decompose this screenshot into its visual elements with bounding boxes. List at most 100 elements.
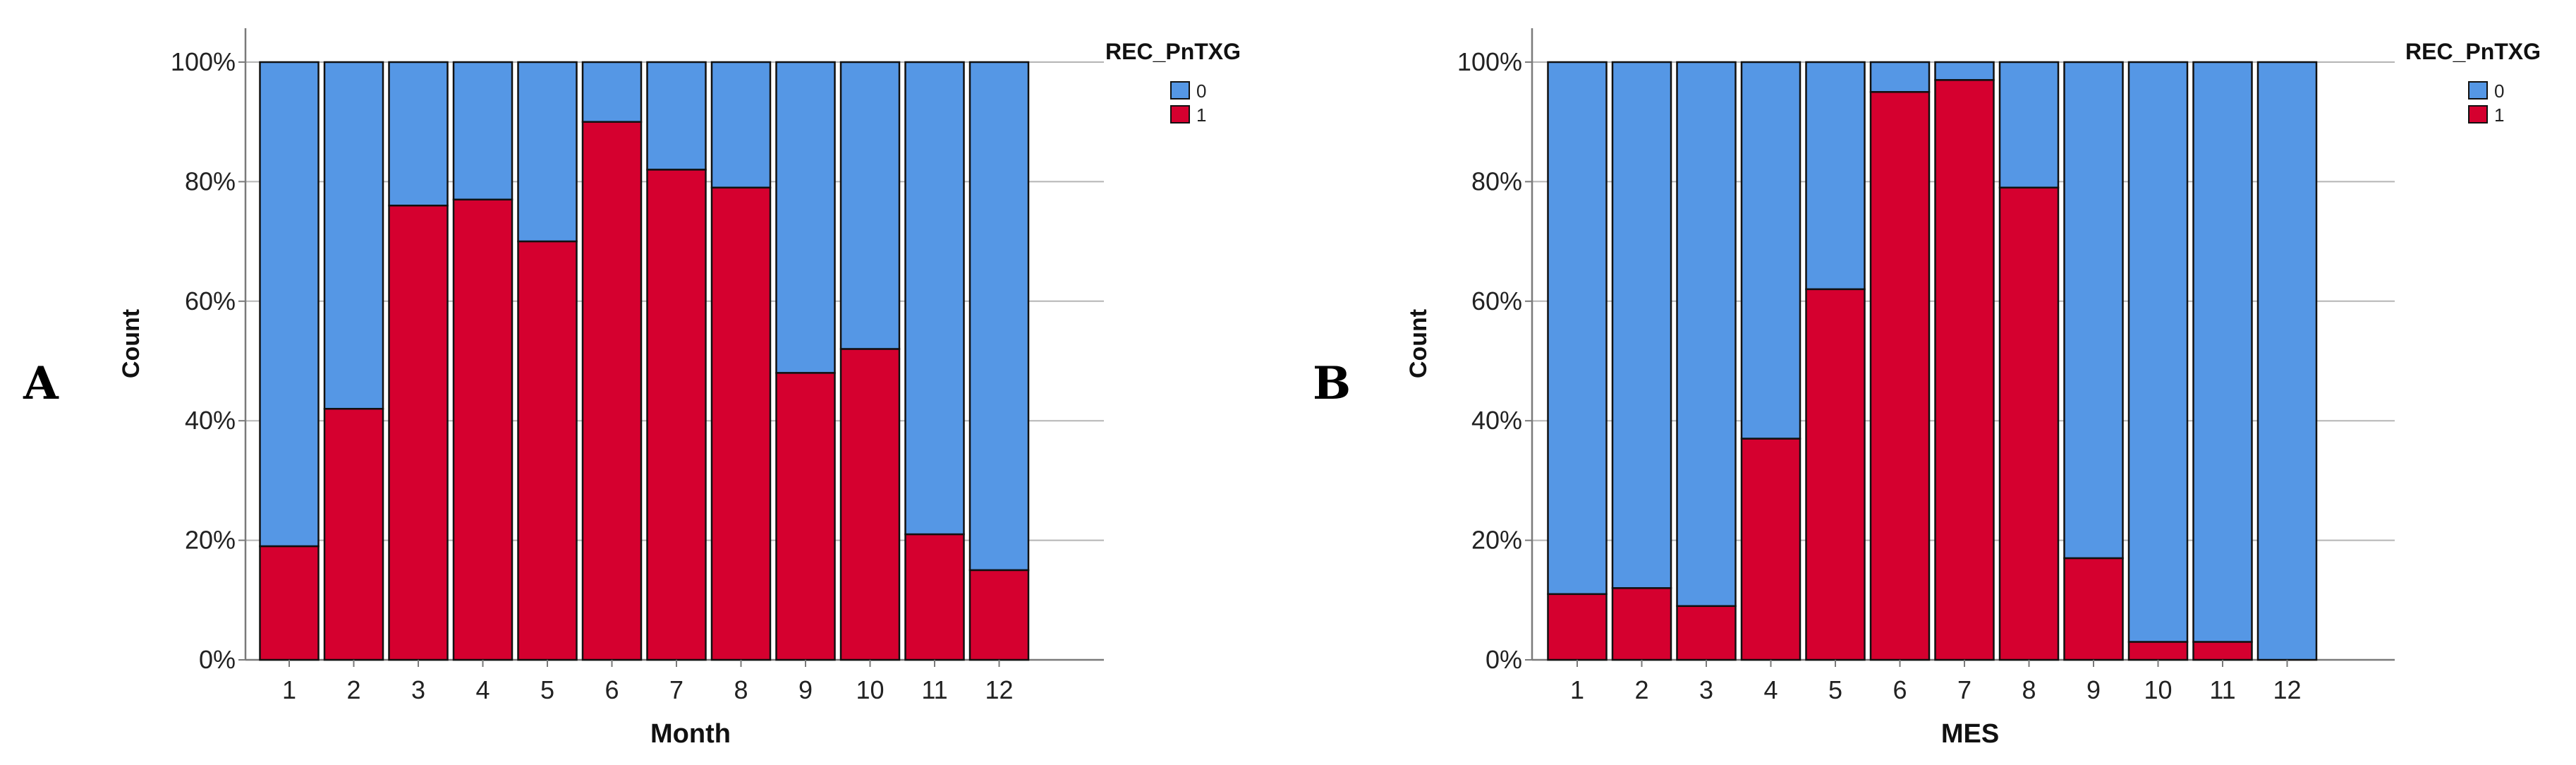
y-tick-label: 20% <box>185 526 236 555</box>
y-tick-label: 40% <box>1471 406 1522 435</box>
x-tick-label: 12 <box>985 675 1013 704</box>
x-axis-title: MES <box>1941 719 1999 749</box>
bar-segment-1 <box>1740 438 1802 661</box>
y-tick-label: 80% <box>185 167 236 195</box>
bar-segment-0 <box>1805 61 1866 291</box>
x-tick-label: 3 <box>411 675 425 704</box>
bar-segment-0 <box>259 61 320 548</box>
x-tick-label: 2 <box>346 675 360 704</box>
x-tick-label: 10 <box>856 675 884 704</box>
x-tick-label: 7 <box>1957 675 1972 704</box>
y-tick-label: 60% <box>185 287 236 315</box>
bar-segment-1 <box>259 545 320 661</box>
bar-segment-1 <box>839 348 901 661</box>
bar-segment-0 <box>2063 61 2124 560</box>
y-tick-label: 40% <box>185 406 236 435</box>
x-tick-label: 6 <box>1892 675 1907 704</box>
x-tick-label: 7 <box>669 675 684 704</box>
y-tick-label: 100% <box>1457 47 1522 76</box>
x-tick-label: 5 <box>1828 675 1842 704</box>
y-tick-label: 0% <box>1486 645 1522 674</box>
legend-swatch-1 <box>2468 105 2488 124</box>
bar-segment-0 <box>1547 61 1608 596</box>
bar-segment-1 <box>388 205 449 661</box>
legend-title: REC_PnTXG <box>1105 39 1241 64</box>
y-tick-label: 100% <box>171 47 236 76</box>
x-tick-label: 2 <box>1634 675 1648 704</box>
bar-segment-1 <box>904 533 965 661</box>
bar-segment-0 <box>323 61 384 410</box>
bar-segment-0 <box>2127 61 2189 643</box>
x-tick-label: 9 <box>2086 675 2101 704</box>
bar-segment-1 <box>581 121 643 661</box>
bar-segment-0 <box>388 61 449 207</box>
x-tick-label: 5 <box>540 675 554 704</box>
y-axis-title: Count <box>118 309 145 378</box>
legend-label-0: 0 <box>1196 80 1206 102</box>
chart-panel-b: B0%20%40%60%80%100%1 2 3 4 5 6 7 8 9 10 11 12MESCou… <box>1313 28 2541 749</box>
y-tick-label: 80% <box>1471 167 1522 195</box>
bar-segment-1 <box>646 169 707 661</box>
x-tick-label: 10 <box>2144 675 2172 704</box>
x-axis-title: Month <box>650 719 731 749</box>
x-tick-label: 4 <box>1763 675 1778 704</box>
legend-label-1: 1 <box>1196 104 1206 126</box>
bar-segment-1 <box>2063 557 2124 661</box>
y-tick-label: 20% <box>1471 526 1522 555</box>
panel-letter: B <box>1313 357 1351 410</box>
legend-swatch-1 <box>1170 105 1190 124</box>
x-tick-label: 6 <box>604 675 619 704</box>
legend-label-0: 0 <box>2494 80 2504 102</box>
y-tick-label: 0% <box>199 645 236 674</box>
panel-letter: A <box>23 357 59 410</box>
bar-segment-0 <box>1676 61 1737 608</box>
bar-segment-0 <box>2192 61 2253 643</box>
y-tick-label: 60% <box>1471 287 1522 315</box>
x-tick-label: 11 <box>2209 675 2235 704</box>
x-tick-label: 12 <box>2273 675 2301 704</box>
bar-segment-0 <box>839 61 901 350</box>
bar-segment-0 <box>2256 61 2318 661</box>
bar-segment-0 <box>646 61 707 171</box>
bar-segment-1 <box>1998 186 2060 661</box>
bar-segment-1 <box>2192 641 2253 661</box>
bar-segment-1 <box>1934 79 1995 661</box>
x-tick-label: 11 <box>921 675 947 704</box>
x-tick-label: 8 <box>734 675 748 704</box>
x-tick-label: 1 <box>1570 675 1584 704</box>
legend-title: REC_PnTXG <box>2405 39 2541 64</box>
chart-panel-a: A0%20%40%60%80%100%1 2 3 4 5 6 7 8 9 10 11 12MonthC… <box>23 28 1241 749</box>
legend-label-1: 1 <box>2494 104 2504 126</box>
bars-group <box>259 61 1030 661</box>
x-tick-label: 3 <box>1699 675 1713 704</box>
x-tick-label: 1 <box>282 675 296 704</box>
bar-segment-0 <box>710 61 772 189</box>
x-tick-label: 8 <box>2022 675 2036 704</box>
bar-segment-0 <box>968 61 1030 572</box>
bar-segment-0 <box>1998 61 2060 189</box>
bar-segment-0 <box>581 61 643 123</box>
legend: REC_PnTXG 01 <box>1105 39 1241 126</box>
legend-swatch-0 <box>2468 81 2488 100</box>
legend-swatch-0 <box>1170 81 1190 100</box>
bar-segment-1 <box>1547 593 1608 661</box>
bar-segment-0 <box>1611 61 1672 589</box>
bar-segment-0 <box>904 61 965 536</box>
bar-segment-1 <box>1676 605 1737 661</box>
bar-segment-0 <box>775 61 836 374</box>
bar-segment-1 <box>775 372 836 661</box>
bar-segment-1 <box>517 240 578 661</box>
bar-segment-0 <box>1934 61 1995 81</box>
bar-segment-1 <box>323 408 384 661</box>
legend: REC_PnTXG 01 <box>2405 39 2541 126</box>
bar-segment-0 <box>517 61 578 243</box>
bar-segment-1 <box>452 198 514 661</box>
bar-segment-1 <box>968 569 1030 661</box>
bar-segment-0 <box>1869 61 1931 93</box>
x-tick-label: 9 <box>798 675 813 704</box>
bar-segment-0 <box>1740 61 1802 440</box>
bar-segment-1 <box>1869 91 1931 661</box>
bar-segment-1 <box>1805 288 1866 661</box>
bars-group <box>1547 61 2318 661</box>
